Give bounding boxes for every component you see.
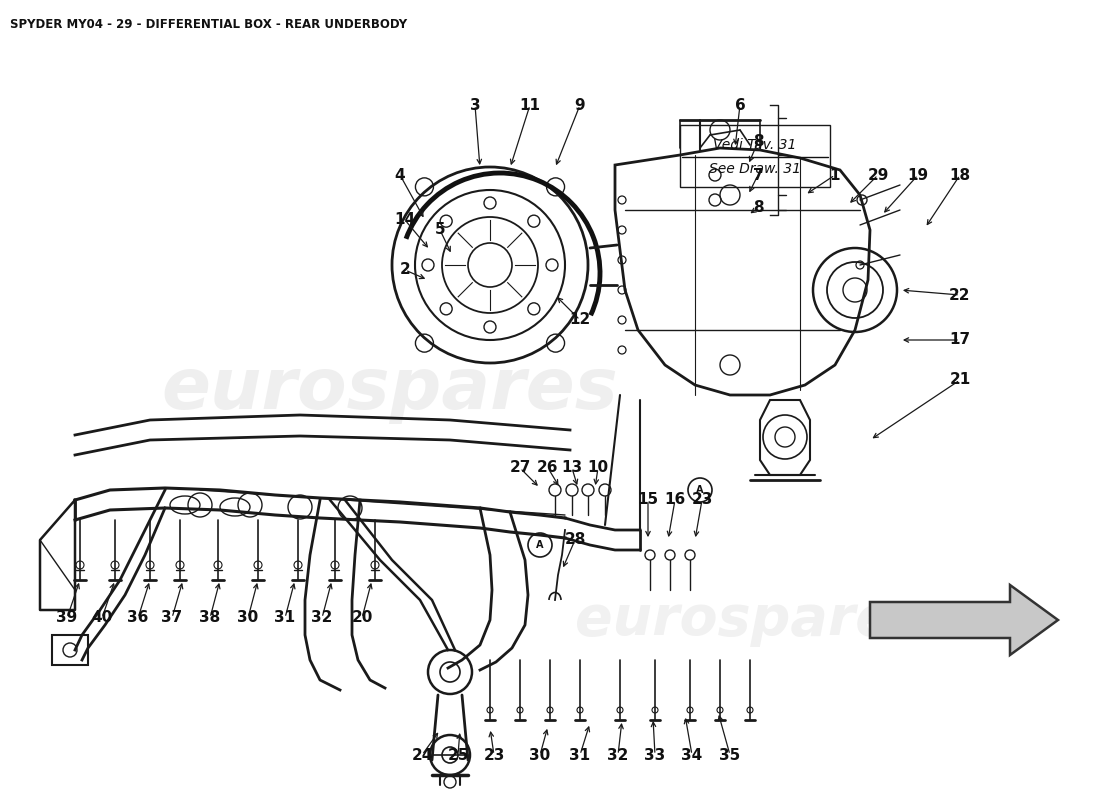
- Text: 37: 37: [162, 610, 183, 626]
- Text: 9: 9: [574, 98, 585, 113]
- Text: 10: 10: [587, 461, 608, 475]
- Text: 23: 23: [691, 493, 713, 507]
- Text: 8: 8: [752, 134, 763, 150]
- Text: 8: 8: [752, 201, 763, 215]
- Text: 31: 31: [274, 610, 296, 626]
- Text: 24: 24: [411, 747, 432, 762]
- Text: 19: 19: [908, 167, 928, 182]
- Text: A: A: [696, 485, 704, 495]
- Text: 18: 18: [949, 167, 970, 182]
- Text: 35: 35: [719, 747, 740, 762]
- Text: 30: 30: [238, 610, 258, 626]
- Text: 17: 17: [949, 333, 970, 347]
- Text: eurospares: eurospares: [574, 593, 925, 647]
- Text: 32: 32: [311, 610, 332, 626]
- Text: eurospares: eurospares: [162, 355, 618, 425]
- Text: 13: 13: [561, 461, 583, 475]
- Text: 12: 12: [570, 313, 591, 327]
- Text: Vedi Tav. 31: Vedi Tav. 31: [713, 138, 796, 152]
- Text: 34: 34: [681, 747, 703, 762]
- Text: 23: 23: [483, 747, 505, 762]
- Text: 14: 14: [395, 213, 416, 227]
- Text: 39: 39: [56, 610, 78, 626]
- Text: 6: 6: [735, 98, 746, 113]
- Text: 38: 38: [199, 610, 221, 626]
- Text: 32: 32: [607, 747, 629, 762]
- Text: 27: 27: [509, 461, 530, 475]
- Text: 26: 26: [537, 461, 559, 475]
- Text: 20: 20: [351, 610, 373, 626]
- Text: 29: 29: [867, 167, 889, 182]
- Text: 4: 4: [395, 167, 405, 182]
- Text: 16: 16: [664, 493, 685, 507]
- Text: 31: 31: [570, 747, 591, 762]
- Text: 25: 25: [448, 747, 469, 762]
- Text: 7: 7: [752, 167, 763, 182]
- Text: 1: 1: [829, 167, 840, 182]
- Text: 15: 15: [637, 493, 659, 507]
- Text: 21: 21: [949, 373, 970, 387]
- Text: 3: 3: [470, 98, 481, 113]
- Polygon shape: [870, 585, 1058, 655]
- Text: 36: 36: [128, 610, 148, 626]
- Text: 30: 30: [529, 747, 551, 762]
- Text: See Draw. 31: See Draw. 31: [710, 162, 801, 176]
- Text: 2: 2: [399, 262, 410, 278]
- Text: 22: 22: [949, 287, 970, 302]
- Text: 5: 5: [434, 222, 446, 238]
- Text: 11: 11: [519, 98, 540, 113]
- Text: A: A: [537, 540, 543, 550]
- Text: SPYDER MY04 - 29 - DIFFERENTIAL BOX - REAR UNDERBODY: SPYDER MY04 - 29 - DIFFERENTIAL BOX - RE…: [10, 18, 407, 31]
- Text: 33: 33: [645, 747, 665, 762]
- Text: 40: 40: [91, 610, 112, 626]
- Text: 28: 28: [564, 533, 585, 547]
